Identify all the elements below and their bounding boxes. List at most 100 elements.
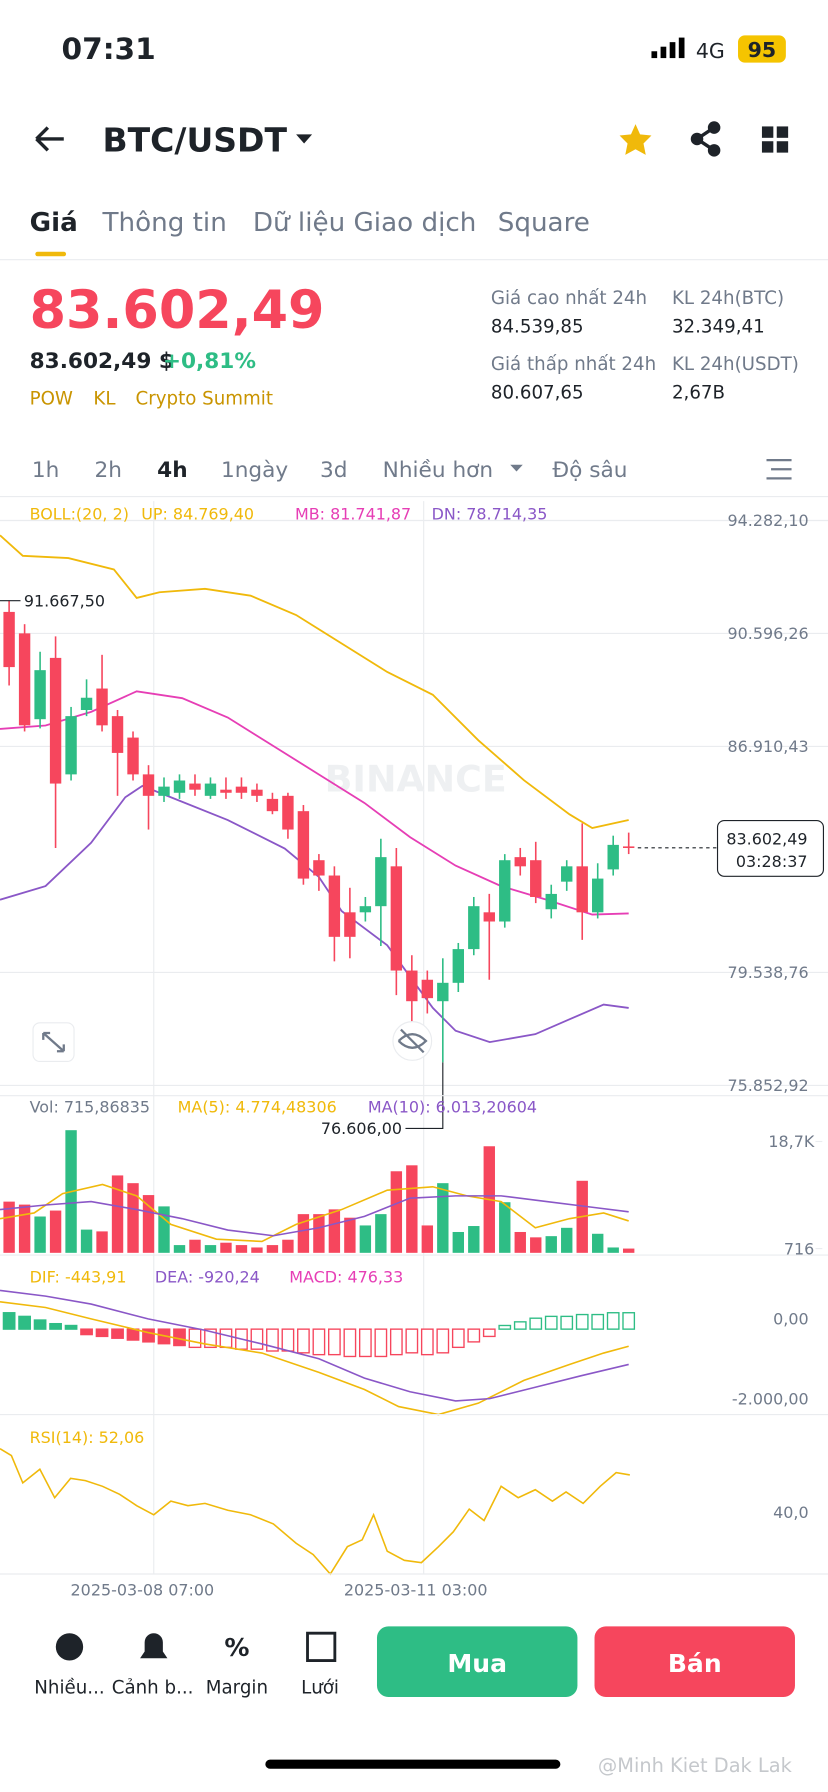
pair[interactable]: BTC/USDT	[103, 120, 288, 159]
vol-bar	[111, 1175, 124, 1253]
expand-icon	[42, 1031, 65, 1053]
nav-label[interactable]: Margin	[206, 1678, 268, 1699]
favorite[interactable]	[619, 124, 652, 155]
vol-bar	[127, 1183, 139, 1253]
buy-button[interactable]	[376, 1626, 578, 1698]
interval[interactable]: 3d	[320, 458, 348, 483]
dif-line	[0, 1301, 629, 1416]
candle-body	[328, 875, 341, 937]
tag[interactable]: KL	[93, 388, 116, 409]
vol-bar	[437, 1183, 449, 1253]
interval[interactable]: 4h	[157, 458, 187, 483]
candle-body	[483, 912, 495, 922]
candle-body	[313, 860, 325, 876]
macd-bar	[374, 1328, 388, 1358]
vol-label: MA(10): 6.013,20604	[368, 1098, 537, 1117]
interval[interactable]: 2h	[95, 458, 122, 483]
macd-bar	[297, 1328, 310, 1354]
macd-bar	[451, 1328, 465, 1349]
candle-body	[592, 878, 604, 913]
time: 07:31	[62, 32, 156, 66]
tab[interactable]: Square	[498, 208, 590, 238]
pair-dropdown[interactable]	[296, 134, 313, 144]
macd-bar	[498, 1324, 512, 1330]
candle-body	[111, 716, 124, 753]
nav-label[interactable]: Nhiều...	[34, 1678, 104, 1699]
vol-bar	[142, 1195, 155, 1253]
vol-bar	[189, 1239, 201, 1253]
vol-bar	[561, 1227, 573, 1253]
vol-bar	[530, 1237, 542, 1253]
boll-label: MB: 81.741,87	[295, 504, 411, 523]
vol-bar	[34, 1216, 46, 1253]
candle-body	[282, 795, 294, 830]
candle-body	[3, 611, 15, 668]
tab[interactable]: Dữ liệu Giao dịch	[253, 208, 477, 238]
macd-bar	[591, 1313, 605, 1330]
candle-body	[251, 789, 263, 796]
settings[interactable]	[766, 458, 792, 480]
tag[interactable]: Crypto Summit	[136, 388, 273, 409]
candle-body	[49, 657, 62, 784]
candle-body	[359, 906, 372, 913]
macd-bar	[95, 1328, 109, 1338]
macd-bar	[529, 1317, 543, 1330]
grid-menu[interactable]	[761, 126, 789, 153]
alert-icon[interactable]	[140, 1633, 168, 1659]
tab[interactable]: Thông tin	[102, 208, 227, 238]
candle-body	[220, 789, 232, 793]
candle-body	[576, 866, 588, 913]
macd-bar	[18, 1315, 31, 1330]
vol-bar	[251, 1247, 263, 1253]
macd-label: MACD: 476,33	[289, 1267, 403, 1286]
nav-label[interactable]: Lưới	[301, 1678, 339, 1699]
candle-body	[235, 786, 248, 793]
vol-bar	[313, 1214, 325, 1253]
stat-label: KL 24h(USDT)	[672, 354, 799, 375]
sell-label: Bán	[668, 1649, 722, 1678]
vol-bar	[18, 1204, 31, 1253]
vol-bar	[406, 1165, 418, 1253]
price-tick: 79.538,76	[728, 963, 809, 982]
interval[interactable]: Độ sâu	[552, 458, 627, 483]
share[interactable]	[690, 121, 721, 157]
macd-bar	[358, 1328, 372, 1358]
more-dropdown[interactable]	[510, 464, 523, 472]
vol-bar	[3, 1201, 15, 1253]
watermark-logo: BINANCE	[325, 758, 507, 801]
vol-bar	[592, 1233, 604, 1253]
nav-label[interactable]: Cảnh b...	[112, 1678, 194, 1699]
hide-icon	[397, 1028, 428, 1054]
last-price: 83.602,49	[30, 280, 325, 341]
tab[interactable]: Giá	[30, 208, 78, 238]
candle-body	[421, 979, 434, 999]
vol-bar	[282, 1239, 294, 1253]
interval[interactable]: 1h	[32, 458, 59, 483]
candle-body	[437, 982, 449, 1002]
back[interactable]	[35, 126, 64, 152]
vol-bar	[220, 1242, 232, 1253]
boll-label: UP: 84.769,40	[141, 504, 254, 523]
interval[interactable]: Nhiều hơn	[383, 458, 493, 483]
grid-icon[interactable]	[306, 1631, 337, 1662]
more-icon[interactable]	[55, 1633, 84, 1661]
vol-bar	[297, 1214, 310, 1253]
candle-body	[266, 798, 279, 812]
macd-bar	[49, 1322, 62, 1330]
macd-bar	[312, 1328, 326, 1356]
stat-value: 80.607,65	[491, 383, 584, 404]
margin-icon[interactable]: %	[224, 1633, 249, 1662]
candle-body	[406, 970, 418, 1002]
vol-bar	[344, 1217, 356, 1253]
boll-label: BOLL:(20, 2)	[30, 504, 129, 523]
change: +0,81%	[163, 349, 256, 374]
candle-body	[514, 857, 526, 867]
tag[interactable]: POW	[30, 388, 73, 409]
vol-bar	[266, 1245, 279, 1253]
vol-bar	[452, 1231, 464, 1253]
interval[interactable]: 1ngày	[221, 458, 288, 483]
sell-button[interactable]	[594, 1626, 795, 1698]
macd-bar	[560, 1315, 574, 1330]
vol-bar	[375, 1214, 387, 1253]
macd-bar	[420, 1328, 434, 1356]
